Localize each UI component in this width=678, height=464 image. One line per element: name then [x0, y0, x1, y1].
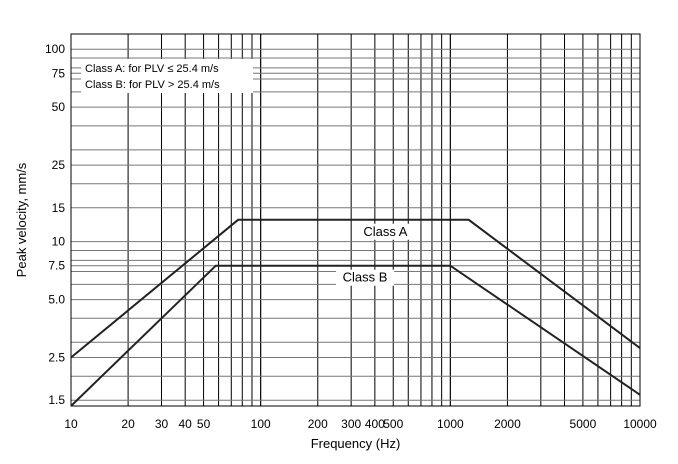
- y-tick-label: 7.5: [48, 259, 65, 273]
- x-axis-label: Frequency (Hz): [311, 436, 401, 451]
- x-tick-label: 500: [383, 417, 403, 431]
- x-tick-label: 50: [197, 417, 211, 431]
- legend-entry-class-a: Class A: for PLV ≤ 25.4 m/s: [85, 63, 219, 75]
- series-label-class-b: Class B: [343, 270, 388, 285]
- legend: Class A: for PLV ≤ 25.4 m/s Class B: for…: [81, 59, 253, 93]
- y-tick-label: 25: [52, 158, 66, 172]
- y-tick-label: 5.0: [48, 293, 65, 307]
- plot-frame: [70, 33, 641, 407]
- y-tick-label: 15: [52, 201, 66, 215]
- x-tick-label: 40: [179, 417, 193, 431]
- y-tick-label: 75: [52, 66, 66, 80]
- x-tick-label: 400: [365, 417, 385, 431]
- x-tick-label: 5000: [570, 417, 597, 431]
- legend-background: [81, 59, 253, 93]
- y-tick-label: 1.5: [48, 393, 65, 407]
- y-tick-label: 2.5: [48, 351, 65, 365]
- series-label-class-a: Class A: [363, 224, 407, 239]
- series-lines: [70, 218, 641, 407]
- series-line-class-a: [70, 218, 641, 359]
- x-tick-label: 100: [251, 417, 271, 431]
- legend-entry-class-b: Class B: for PLV > 25.4 m/s: [85, 79, 220, 91]
- y-axis-label: Peak velocity, mm/s: [14, 162, 29, 277]
- y-tick-label: 100: [45, 42, 65, 56]
- y-tick-label: 10: [52, 235, 66, 249]
- series-line-class-b: [70, 264, 641, 407]
- series-label-background: [356, 223, 415, 240]
- x-tick-label: 1000: [437, 417, 464, 431]
- x-tick-label: 20: [121, 417, 135, 431]
- x-tick-label: 10: [64, 417, 78, 431]
- x-tick-label: 300: [341, 417, 361, 431]
- x-tick-label: 10000: [623, 417, 657, 431]
- y-tick-labels: 1.5 2.5 5.0 7.5 10 15 25 50 75 100: [45, 42, 65, 407]
- x-tick-label: 2000: [494, 417, 521, 431]
- y-tick-label: 50: [52, 100, 66, 114]
- series-label-background: [336, 269, 395, 286]
- x-tick-label: 30: [155, 417, 169, 431]
- series-labels: Class A Class B: [336, 223, 415, 286]
- x-tick-label: 200: [308, 417, 328, 431]
